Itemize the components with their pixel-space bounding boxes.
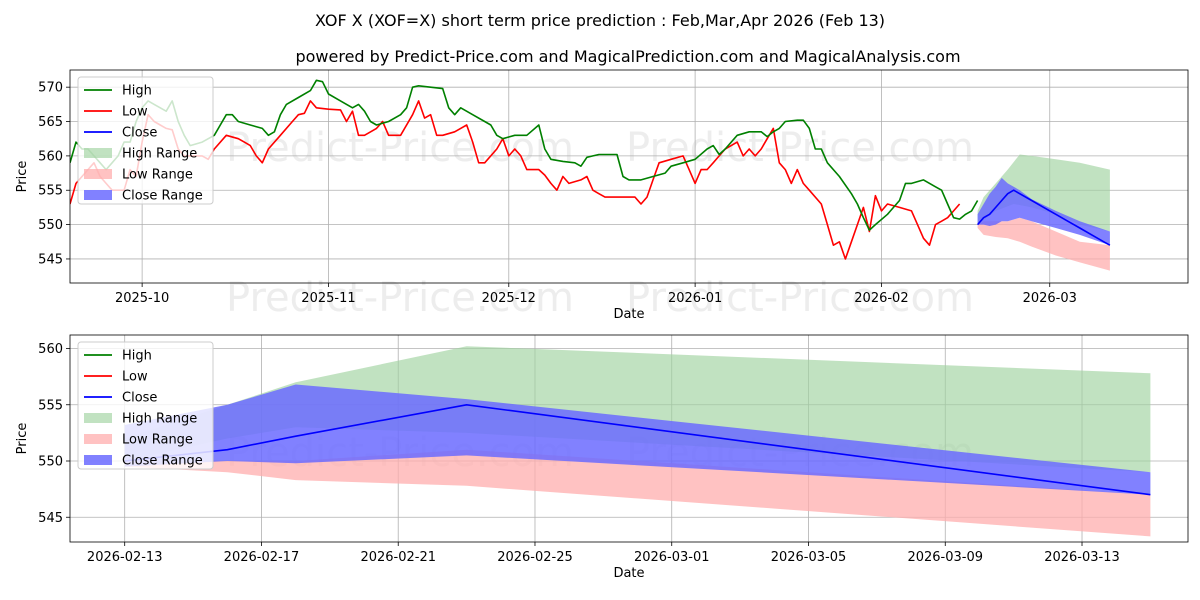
y-tick-label: 555	[38, 184, 63, 199]
low-range-area	[124, 449, 1151, 537]
y-tick-label: 560	[38, 342, 63, 357]
legend-low-label: Low	[122, 370, 148, 385]
x-axis-label: Date	[613, 566, 644, 581]
axes-frame	[69, 69, 1189, 284]
x-tick-label: 2026-03-09	[907, 550, 983, 565]
y-tick-label: 560	[38, 149, 63, 164]
x-tick-label: 2026-02-21	[360, 550, 436, 565]
legend-close-label: Close	[122, 126, 157, 141]
legend-high-label: High	[122, 84, 152, 99]
x-tick-label: 2026-01	[668, 291, 722, 306]
legend-low-label: Low	[122, 105, 148, 120]
x-tick-label: 2026-03-13	[1044, 550, 1120, 565]
chart-title: XOF X (XOF=X) short term price predictio…	[315, 11, 885, 30]
legend-close-range-swatch	[84, 190, 112, 200]
legend-close-range-swatch	[84, 455, 112, 465]
history-panel: Predict-Price.com Predict-Price.comPredic…	[15, 69, 1189, 322]
x-tick-label: 2026-02-17	[224, 550, 300, 565]
axes-frame	[69, 334, 1189, 543]
legend-low-range-swatch	[84, 434, 112, 444]
legend: High Low Close High Range Low Range Close Ran…	[77, 341, 214, 470]
legend-close-range-label: Close Range	[122, 189, 203, 204]
x-tick-label: 2026-02-25	[497, 550, 573, 565]
y-tick-label: 555	[38, 398, 63, 413]
legend-high-label: High	[122, 349, 152, 364]
close-series-line	[976, 189, 1111, 246]
close-range-area	[124, 384, 1151, 495]
legend-high-range-swatch	[84, 413, 112, 423]
x-tick-label: 2026-03-01	[634, 550, 710, 565]
legend: High Low Close High Range Low Range Close Ran…	[77, 76, 214, 205]
legend-close-label: Close	[122, 391, 157, 406]
forecast-panel: Predict-Price.comPredict-Price.com2026-0…	[15, 334, 1189, 581]
plot-area	[70, 79, 1111, 271]
y-axis-label: Price	[15, 423, 30, 455]
x-tick-label: 2025-11	[301, 291, 355, 306]
x-tick-label: 2026-03	[1023, 291, 1077, 306]
x-tick-label: 2026-02-13	[87, 550, 163, 565]
legend-low-range-swatch	[84, 169, 112, 179]
x-tick-label: 2025-12	[482, 291, 536, 306]
x-tick-label: 2026-03-05	[771, 550, 847, 565]
legend-low-range-label: Low Range	[122, 433, 193, 448]
high-range-area	[124, 346, 1151, 473]
chart-subtitle: powered by Predict-Price.com and Magical…	[295, 47, 960, 66]
y-tick-label: 570	[38, 81, 63, 96]
legend-high-range-swatch	[84, 148, 112, 158]
y-tick-label: 550	[38, 455, 63, 470]
x-axis-label: Date	[613, 307, 644, 322]
low-range-area	[977, 217, 1110, 271]
y-tick-label: 545	[38, 511, 63, 526]
y-axis-label: Price	[15, 161, 30, 193]
y-tick-label: 550	[38, 218, 63, 233]
legend-high-range-label: High Range	[122, 147, 197, 162]
watermark-text: Predict-Price.com	[226, 125, 574, 171]
legend-close-range-label: Close Range	[122, 454, 203, 469]
plot-area	[124, 346, 1151, 537]
x-tick-label: 2025-10	[115, 291, 169, 306]
y-tick-label: 545	[38, 252, 63, 267]
x-tick-label: 2026-02	[854, 291, 908, 306]
high-range-area	[977, 154, 1110, 232]
y-tick-label: 565	[38, 115, 63, 130]
legend-high-range-label: High Range	[122, 412, 197, 427]
close-range-area	[977, 177, 1110, 246]
legend-low-range-label: Low Range	[122, 168, 193, 183]
